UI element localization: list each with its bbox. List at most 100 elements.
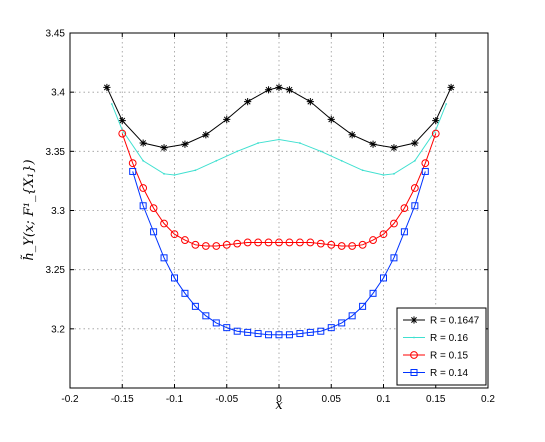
series-layer	[103, 83, 455, 339]
data-point	[337, 242, 346, 250]
data-point	[306, 98, 314, 106]
data-point	[236, 150, 239, 153]
legend-marker	[410, 369, 418, 376]
x-tick-label: -0.15	[111, 394, 134, 405]
data-point	[380, 274, 387, 282]
data-point	[369, 289, 377, 297]
legend-label: R = 0.14	[430, 368, 469, 379]
legend-marker	[410, 316, 418, 324]
y-tick-labels: 3.2 3.25 3.3 3.35 3.4 3.45	[46, 29, 66, 336]
legend-marker	[413, 336, 415, 339]
x-tick-label: -0.05	[215, 394, 238, 405]
data-point	[118, 129, 127, 138]
x-axis-label: x	[275, 398, 283, 413]
data-point	[110, 103, 113, 105]
data-point	[194, 169, 197, 172]
data-point	[264, 238, 273, 247]
data-point	[369, 236, 377, 244]
data-point	[410, 184, 419, 192]
legend-label: R = 0.1647	[430, 316, 480, 327]
data-point	[129, 167, 137, 175]
data-point	[285, 238, 294, 247]
data-point	[171, 274, 178, 282]
y-tick-label: 3.35	[46, 147, 66, 158]
data-point	[296, 238, 304, 247]
legend-entry: R = 0.1647	[403, 316, 480, 327]
data-point	[306, 238, 315, 247]
data-point	[338, 319, 346, 327]
data-point	[411, 139, 419, 147]
data-point	[254, 238, 263, 247]
data-point	[191, 302, 199, 310]
data-point	[275, 83, 283, 92]
data-point	[278, 138, 280, 141]
y-tick-label: 3.25	[46, 265, 66, 276]
data-point	[139, 184, 148, 192]
data-point	[160, 144, 168, 152]
x-tick-label: -0.2	[61, 394, 79, 405]
legend-marker	[410, 351, 418, 359]
data-point	[181, 289, 189, 297]
data-point	[275, 331, 283, 339]
grid	[70, 33, 488, 388]
data-point	[275, 238, 283, 247]
data-point	[393, 172, 395, 175]
data-point	[400, 204, 409, 213]
series-4	[129, 167, 429, 339]
y-tick-label: 3.3	[51, 206, 65, 217]
legend-entry: R = 0.14	[403, 368, 469, 379]
data-point	[233, 239, 242, 248]
data-point	[215, 159, 218, 162]
data-point	[327, 115, 335, 123]
data-point	[222, 240, 231, 249]
data-point	[103, 83, 111, 92]
data-point	[306, 328, 314, 336]
data-point	[317, 327, 325, 335]
data-point	[149, 204, 158, 213]
data-point	[244, 328, 252, 336]
series-1	[103, 83, 455, 152]
data-point	[327, 324, 335, 332]
data-point	[244, 98, 252, 106]
data-point	[170, 230, 179, 239]
data-point	[223, 115, 231, 123]
ticks	[69, 32, 489, 388]
data-point	[369, 140, 377, 148]
data-point	[223, 324, 231, 332]
data-point	[212, 319, 220, 327]
data-point	[254, 330, 262, 338]
series-3	[118, 129, 440, 250]
legend-entry: R = 0.15	[403, 351, 469, 362]
data-point	[160, 219, 168, 228]
series-line	[121, 133, 437, 247]
data-point	[191, 240, 200, 249]
data-point	[361, 169, 364, 172]
data-point	[382, 174, 385, 176]
data-point	[327, 240, 336, 249]
data-point	[390, 254, 398, 262]
data-point	[257, 142, 259, 144]
data-point	[202, 131, 210, 139]
data-point	[163, 172, 165, 175]
data-point	[432, 116, 440, 125]
data-point	[431, 129, 440, 138]
data-point	[413, 159, 416, 162]
data-point	[390, 144, 398, 152]
y-tick-label: 3.2	[51, 324, 65, 335]
data-point	[359, 302, 367, 310]
data-point	[201, 242, 210, 250]
data-point	[340, 159, 343, 162]
data-point	[139, 202, 147, 210]
data-point	[285, 331, 293, 339]
legend-label: R = 0.16	[430, 333, 469, 344]
data-point	[348, 312, 356, 320]
x-tick-labels: -0.2 -0.15 -0.1 -0.05 0 0.05 0.1 0.15 0.2	[61, 394, 495, 405]
data-point	[390, 219, 398, 228]
data-point	[348, 131, 356, 139]
x-tick-label: 0.2	[481, 394, 495, 405]
data-point	[299, 142, 301, 144]
legend-entry: R = 0.16	[403, 333, 469, 344]
data-point	[319, 150, 322, 153]
data-point	[212, 242, 221, 250]
